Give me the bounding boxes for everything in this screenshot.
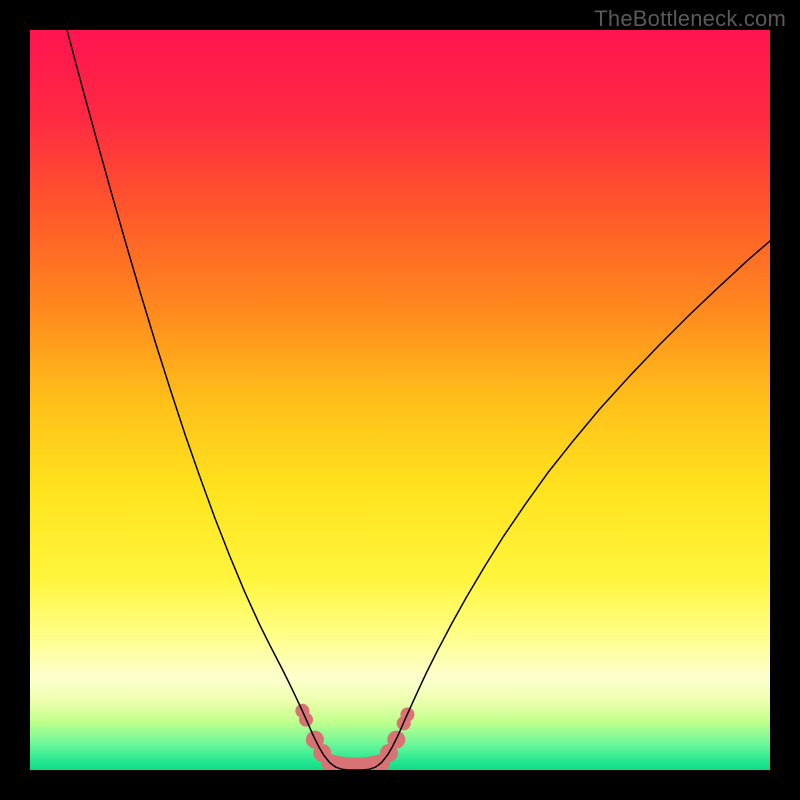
curve-valley_floor <box>342 769 369 770</box>
stage: TheBottleneck.com <box>0 0 800 800</box>
gradient-background <box>30 30 770 770</box>
plot-svg <box>30 30 770 770</box>
valley-sausage <box>330 763 382 767</box>
plot-area <box>30 30 770 770</box>
watermark-text: TheBottleneck.com <box>594 6 786 32</box>
